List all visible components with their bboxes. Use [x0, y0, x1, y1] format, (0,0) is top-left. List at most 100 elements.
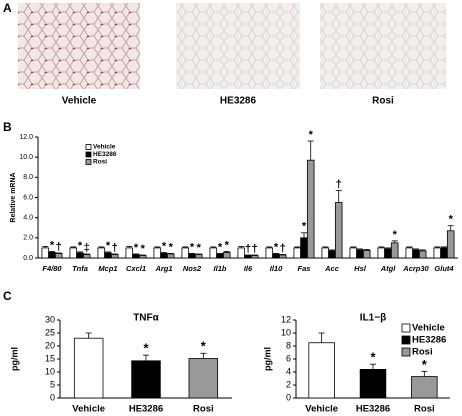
y-tick-label: 2.0 [23, 235, 33, 242]
bar [278, 254, 287, 259]
y-tick-label: 10 [281, 327, 291, 337]
x-tick-label: Cxcl1 [126, 264, 146, 273]
x-tick-label: Mcp1 [98, 264, 117, 273]
y-tick-label: 8.0 [23, 174, 33, 181]
panel-label: B [3, 120, 12, 134]
significance-label: * [169, 241, 174, 253]
significance-label: * [106, 240, 111, 252]
x-tick-label: Glut4 [434, 264, 454, 273]
significance-label: * [162, 240, 167, 252]
y-tick-label: 10.0 [19, 154, 33, 161]
y-tick-label: 8 [286, 340, 291, 350]
legend-swatch [85, 144, 92, 150]
legend-swatch [401, 347, 411, 357]
bar [132, 254, 140, 259]
significance-label: * [78, 240, 83, 252]
bar [293, 247, 302, 259]
bar [216, 253, 224, 259]
significance-label: † [112, 242, 118, 254]
bar [334, 202, 343, 259]
x-tick-label: Acrp30 [402, 264, 429, 273]
bar [300, 237, 308, 259]
significance-label: * [201, 339, 207, 354]
significance-label: * [225, 239, 230, 251]
y-tick-label: 5 [50, 379, 55, 389]
bar [188, 358, 219, 399]
significance-label: † [56, 241, 62, 253]
bar [188, 253, 196, 259]
significance-label: * [370, 350, 376, 365]
y-axis-label: pg/ml [9, 347, 19, 371]
significance-label: ‡ [84, 242, 90, 254]
y-axis-label: Relative mRNA [10, 172, 17, 222]
bar [405, 247, 414, 259]
x-tick-label: Rosi [414, 404, 435, 415]
y-tick-label: 20 [45, 340, 55, 350]
histology-image [18, 3, 140, 89]
bar [41, 247, 50, 259]
bar [181, 247, 190, 259]
bar [306, 159, 315, 259]
y-tick-label: 2 [286, 379, 291, 389]
x-tick-label: Fas [298, 264, 311, 273]
bar [131, 360, 161, 399]
significance-label: * [190, 241, 195, 253]
legend-label: HE3286 [93, 151, 117, 158]
bar [250, 255, 259, 259]
histology-image [320, 3, 446, 89]
bar [110, 254, 119, 259]
significance-label: * [274, 241, 279, 253]
bar [328, 250, 336, 259]
y-axis-label: pg/ml [262, 347, 272, 371]
x-tick-label: Hsl [354, 264, 367, 273]
x-tick-label: Nos2 [183, 264, 202, 273]
x-tick-label: HE3286 [129, 404, 163, 415]
bar [138, 255, 147, 259]
x-tick-label: Tnfa [72, 264, 88, 273]
y-tick-label: 4 [286, 366, 291, 376]
panel-label: A [3, 1, 12, 15]
bar [209, 247, 218, 259]
significance-label: * [422, 357, 428, 372]
bar [69, 247, 78, 259]
bar [356, 249, 364, 259]
x-tick-label: Vehicle [305, 404, 338, 415]
x-tick-label: Il6 [244, 264, 253, 273]
bar [160, 253, 168, 259]
y-tick-label: 25 [45, 327, 55, 337]
bar [308, 342, 335, 399]
legend-label: Rosi [93, 159, 107, 166]
x-tick-label: HE3286 [356, 404, 390, 415]
image-caption: Rosi [372, 96, 394, 107]
significance-label: * [218, 241, 223, 253]
bar [384, 248, 392, 259]
image-caption: Vehicle [62, 96, 97, 107]
bar [265, 247, 274, 259]
bar [446, 230, 455, 259]
legend-swatch [85, 159, 92, 165]
image-caption: HE3286 [220, 96, 257, 107]
bar [418, 250, 427, 259]
bar [390, 242, 399, 259]
significance-label: † [280, 242, 286, 254]
significance-label: * [449, 214, 454, 226]
bar [362, 250, 371, 259]
panel-label: C [3, 289, 12, 303]
x-tick-label: Il1b [214, 264, 227, 273]
bar [244, 255, 252, 259]
y-tick-label: 6 [286, 353, 291, 363]
y-tick-label: 30 [45, 314, 55, 324]
bar [377, 247, 386, 259]
significance-label: * [50, 239, 55, 251]
chart-title: TNFα [133, 313, 159, 324]
x-tick-label: Acc [324, 264, 340, 273]
x-tick-label: Rosi [193, 404, 214, 415]
x-tick-label: Il10 [270, 264, 283, 273]
significance-label: * [393, 229, 398, 241]
significance-label: † [245, 243, 251, 255]
legend-label: HE3286 [412, 335, 446, 346]
significance-label: * [143, 341, 149, 356]
significance-label: * [134, 242, 139, 254]
bar [194, 254, 203, 259]
